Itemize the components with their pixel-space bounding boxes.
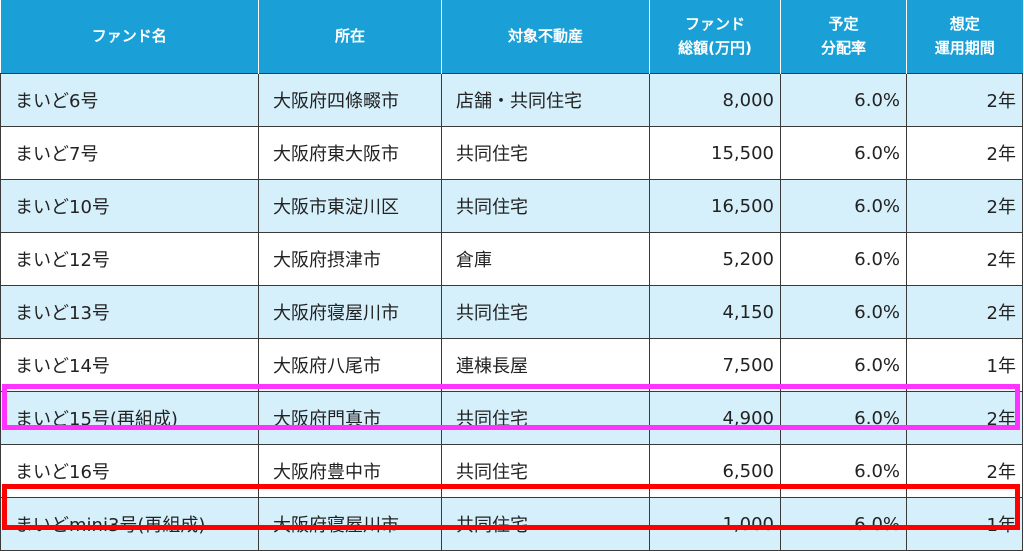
- cell-period: 2年: [906, 285, 1023, 339]
- cell-period: 2年: [906, 179, 1023, 233]
- cell-period: 2年: [906, 126, 1023, 180]
- table-header: ファンド名 所在 対象不動産 ファンド 総額(万円) 予定 分配率 想定 運用期間: [0, 0, 1023, 74]
- cell-fund-name: まいどmini3号(再組成): [0, 497, 259, 551]
- cell-rate: 6.0%: [780, 285, 907, 339]
- cell-location: 大阪府豊中市: [258, 444, 442, 498]
- cell-period: 2年: [906, 232, 1023, 286]
- cell-total: 15,500: [649, 126, 781, 180]
- cell-fund-name: まいど6号: [0, 73, 259, 127]
- table-row: まいど7号 大阪府東大阪市 共同住宅 15,500 6.0% 2年: [0, 126, 1023, 180]
- cell-period: 1年: [906, 497, 1023, 551]
- cell-total: 5,200: [649, 232, 781, 286]
- cell-fund-name: まいど15号(再組成): [0, 391, 259, 445]
- table-row: まいどmini3号(再組成) 大阪府寝屋川市 共同住宅 1,000 6.0% 1…: [0, 497, 1023, 551]
- cell-location: 大阪府寝屋川市: [258, 497, 442, 551]
- cell-location: 大阪府寝屋川市: [258, 285, 442, 339]
- cell-property: 共同住宅: [441, 391, 650, 445]
- cell-period: 2年: [906, 444, 1023, 498]
- header-location: 所在: [258, 0, 442, 74]
- table-row: まいど13号 大阪府寝屋川市 共同住宅 4,150 6.0% 2年: [0, 285, 1023, 339]
- cell-property: 共同住宅: [441, 497, 650, 551]
- cell-property: 共同住宅: [441, 179, 650, 233]
- cell-location: 大阪市東淀川区: [258, 179, 442, 233]
- cell-property: 倉庫: [441, 232, 650, 286]
- cell-location: 大阪府四條畷市: [258, 73, 442, 127]
- cell-rate: 6.0%: [780, 232, 907, 286]
- table-row: まいど15号(再組成) 大阪府門真市 共同住宅 4,900 6.0% 2年: [0, 391, 1023, 445]
- cell-property: 共同住宅: [441, 285, 650, 339]
- cell-rate: 6.0%: [780, 73, 907, 127]
- cell-property: 連棟長屋: [441, 338, 650, 392]
- cell-property: 店舗・共同住宅: [441, 73, 650, 127]
- header-period: 想定 運用期間: [906, 0, 1023, 74]
- cell-total: 6,500: [649, 444, 781, 498]
- header-fund-name: ファンド名: [0, 0, 259, 74]
- cell-rate: 6.0%: [780, 179, 907, 233]
- cell-period: 2年: [906, 73, 1023, 127]
- table-row: まいど16号 大阪府豊中市 共同住宅 6,500 6.0% 2年: [0, 444, 1023, 498]
- header-total: ファンド 総額(万円): [649, 0, 781, 74]
- header-rate: 予定 分配率: [780, 0, 907, 74]
- cell-location: 大阪府摂津市: [258, 232, 442, 286]
- cell-fund-name: まいど14号: [0, 338, 259, 392]
- table-body: まいど6号 大阪府四條畷市 店舗・共同住宅 8,000 6.0% 2年 まいど7…: [0, 73, 1023, 551]
- table-row: まいど10号 大阪市東淀川区 共同住宅 16,500 6.0% 2年: [0, 179, 1023, 233]
- cell-total: 8,000: [649, 73, 781, 127]
- cell-property: 共同住宅: [441, 444, 650, 498]
- cell-total: 1,000: [649, 497, 781, 551]
- cell-period: 1年: [906, 338, 1023, 392]
- cell-property: 共同住宅: [441, 126, 650, 180]
- cell-rate: 6.0%: [780, 391, 907, 445]
- cell-location: 大阪府八尾市: [258, 338, 442, 392]
- cell-total: 7,500: [649, 338, 781, 392]
- cell-fund-name: まいど13号: [0, 285, 259, 339]
- cell-total: 16,500: [649, 179, 781, 233]
- cell-fund-name: まいど10号: [0, 179, 259, 233]
- cell-fund-name: まいど12号: [0, 232, 259, 286]
- cell-fund-name: まいど16号: [0, 444, 259, 498]
- cell-location: 大阪府門真市: [258, 391, 442, 445]
- cell-total: 4,150: [649, 285, 781, 339]
- table-row: まいど6号 大阪府四條畷市 店舗・共同住宅 8,000 6.0% 2年: [0, 73, 1023, 127]
- cell-total: 4,900: [649, 391, 781, 445]
- cell-period: 2年: [906, 391, 1023, 445]
- header-row: ファンド名 所在 対象不動産 ファンド 総額(万円) 予定 分配率 想定 運用期間: [0, 0, 1023, 74]
- header-property: 対象不動産: [441, 0, 650, 74]
- cell-fund-name: まいど7号: [0, 126, 259, 180]
- table-row: まいど12号 大阪府摂津市 倉庫 5,200 6.0% 2年: [0, 232, 1023, 286]
- cell-rate: 6.0%: [780, 497, 907, 551]
- cell-rate: 6.0%: [780, 444, 907, 498]
- cell-rate: 6.0%: [780, 338, 907, 392]
- table-row: まいど14号 大阪府八尾市 連棟長屋 7,500 6.0% 1年: [0, 338, 1023, 392]
- cell-location: 大阪府東大阪市: [258, 126, 442, 180]
- cell-rate: 6.0%: [780, 126, 907, 180]
